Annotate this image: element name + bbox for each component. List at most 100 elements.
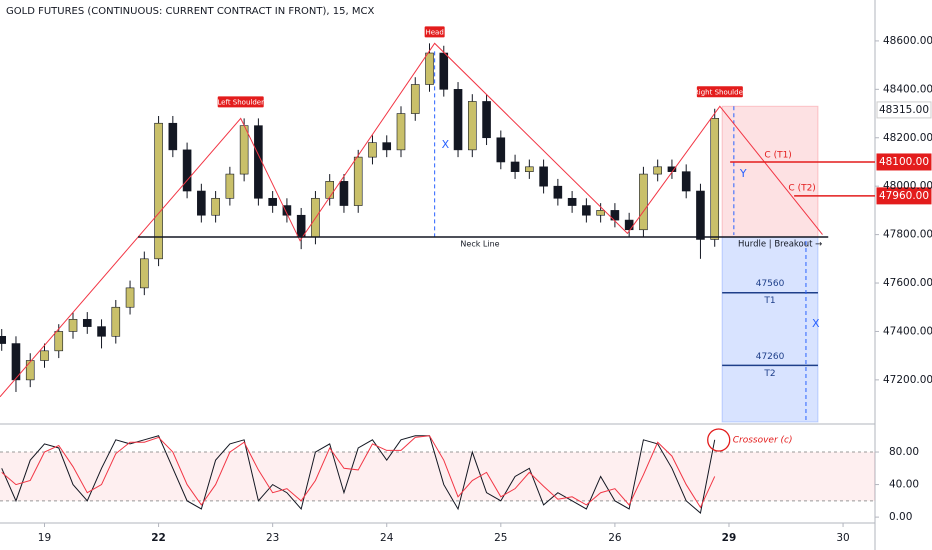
price-label-box [876, 101, 932, 119]
y-tick-label: 80.00 [889, 446, 919, 458]
candle-body [197, 190, 206, 216]
candle-body [624, 219, 634, 231]
x-tick-label: 25 [494, 532, 507, 544]
x-tick-label: 30 [836, 532, 849, 544]
candle-body [582, 205, 591, 216]
target-value: 47260 [756, 352, 785, 362]
candle-body [410, 84, 420, 114]
candle-body [225, 173, 235, 199]
candle-body [211, 197, 220, 216]
target-name: T2 [763, 369, 775, 379]
candle-body [653, 166, 662, 175]
candle-body [40, 350, 49, 361]
target-zone [721, 236, 819, 423]
pattern-tag-text: Right Shoulder [694, 88, 746, 96]
measure-label: X [442, 138, 450, 151]
candle-body [596, 210, 605, 216]
x-tick-label: 26 [608, 532, 622, 544]
candle-body [610, 210, 620, 221]
candle-body [325, 181, 334, 199]
y-tick-label: 47400.00 [883, 325, 932, 337]
y-tick-label: 47800.00 [883, 229, 932, 241]
candle-body [25, 360, 35, 381]
candle-body [496, 137, 506, 163]
hurdle-label: Hurdle | Breakout → [738, 240, 822, 250]
candle-body [467, 101, 477, 151]
candle-body [0, 335, 7, 344]
candle-body [453, 89, 463, 151]
measure-label: Y [739, 167, 747, 180]
stop-zone [721, 105, 819, 238]
pattern-tag [696, 86, 743, 98]
x-tick-label: 19 [38, 532, 51, 544]
y-tick-label: 48200.00 [883, 132, 932, 144]
candle-body [368, 142, 377, 158]
target-name: T1 [763, 296, 775, 306]
candle-body [553, 185, 563, 199]
candle-body [696, 190, 705, 240]
x-tick-label: 29 [722, 532, 737, 544]
price-label: 47960.00 [879, 190, 929, 202]
candle-body [382, 142, 392, 151]
chart-title: GOLD FUTURES (CONTINUOUS: CURRENT CONTRA… [6, 6, 374, 17]
candle-body [168, 122, 178, 151]
pattern-tag-text: Left Shoulder [217, 98, 264, 106]
candle-body [68, 319, 78, 332]
price-label: 48315.00 [879, 104, 929, 116]
y-tick-label: 48000.00 [883, 180, 932, 192]
candle-body [525, 166, 534, 172]
candle-body [639, 173, 648, 231]
y-tick-label: 47600.00 [883, 277, 932, 289]
candle-body [111, 306, 121, 337]
candle-body [54, 331, 64, 352]
candle-body [140, 258, 149, 289]
candle-body [567, 197, 577, 206]
level-name: C (T2) [788, 183, 815, 193]
y-tick-label: 48400.00 [883, 83, 932, 95]
pattern-tag [424, 26, 445, 38]
candle-body [425, 52, 434, 85]
candle-body [11, 343, 21, 381]
pattern-tag [217, 96, 264, 108]
candle-body [154, 122, 163, 260]
candle-body [182, 149, 192, 192]
candle-body [296, 214, 306, 238]
candle-body [254, 125, 263, 199]
x-tick-label: 22 [151, 532, 166, 544]
x-tick-label: 24 [380, 532, 394, 544]
y-tick-label: 40.00 [889, 479, 919, 491]
candle-body [681, 171, 691, 192]
y-tick-label: 47200.00 [883, 374, 932, 386]
candle-body [82, 319, 92, 327]
candle-body [353, 156, 363, 206]
measure-label: X [812, 317, 820, 330]
crossover-label: Crossover (c) [733, 436, 793, 446]
candle-body [97, 326, 106, 337]
candle-body [282, 205, 292, 216]
candle-body [510, 161, 520, 172]
crossover-marker [707, 428, 731, 452]
candle-body [710, 118, 720, 240]
price-label-box [876, 187, 932, 205]
candle-body [339, 181, 349, 206]
target-value: 47560 [756, 279, 785, 289]
candle-body [125, 287, 135, 308]
candle-body [268, 197, 277, 206]
candle-body [539, 166, 548, 187]
stoch-line [1, 435, 716, 514]
neck-line-label: Neck Line [460, 240, 499, 249]
price-label-box [876, 153, 932, 171]
level-name: C (T1) [764, 150, 791, 160]
stoch-line [1, 435, 716, 509]
price-label: 48100.00 [879, 156, 929, 168]
pattern-tag-text: Head [425, 28, 443, 36]
y-tick-label: 48600.00 [883, 35, 932, 47]
stoch-band [0, 452, 875, 501]
candle-body [396, 113, 406, 151]
candle-body [239, 125, 249, 175]
y-tick-label: 0.00 [889, 511, 912, 523]
candle-body [439, 52, 449, 90]
x-tick-label: 23 [266, 532, 279, 544]
